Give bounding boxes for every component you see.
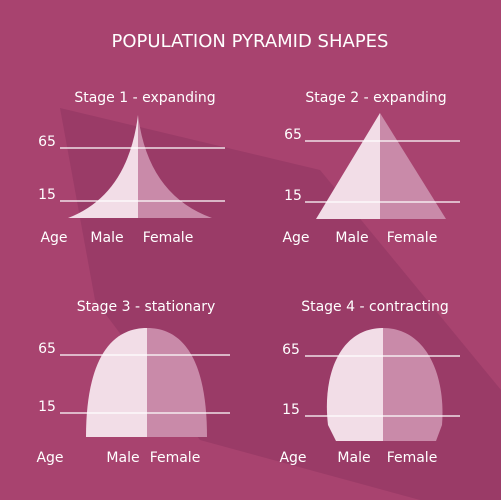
female-label: Female [387, 450, 438, 466]
stage-label: Stage 1 - expanding [74, 90, 215, 106]
age-tick: 65 [38, 341, 56, 357]
female-label: Female [387, 230, 438, 246]
age-tick: 65 [284, 127, 302, 143]
age-tick: 65 [282, 342, 300, 358]
female-label: Female [143, 230, 194, 246]
title: POPULATION PYRAMID SHAPES [112, 31, 389, 52]
age-tick: 15 [282, 402, 300, 418]
age-tick: 65 [38, 134, 56, 150]
female-shape [138, 115, 212, 218]
age-tick: 15 [284, 188, 302, 204]
axis-label: Age [279, 450, 306, 466]
male-label: Male [335, 230, 368, 246]
age-tick: 15 [38, 399, 56, 415]
stage-label: Stage 3 - stationary [77, 299, 216, 315]
age-tick: 15 [38, 187, 56, 203]
female-label: Female [150, 450, 201, 466]
male-label: Male [337, 450, 370, 466]
male-label: Male [106, 450, 139, 466]
axis-label: Age [40, 230, 67, 246]
male-shape [68, 115, 138, 218]
male-shape [316, 113, 380, 219]
stage-label: Stage 4 - contracting [301, 299, 449, 315]
male-label: Male [90, 230, 123, 246]
stage-label: Stage 2 - expanding [305, 90, 446, 106]
axis-label: Age [36, 450, 63, 466]
female-shape [380, 113, 446, 219]
axis-label: Age [282, 230, 309, 246]
